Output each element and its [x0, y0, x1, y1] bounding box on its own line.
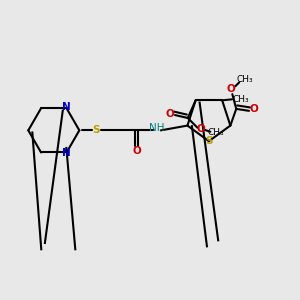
Text: O: O: [250, 104, 258, 114]
Text: CH₃: CH₃: [208, 128, 224, 137]
Text: CH₃: CH₃: [237, 75, 254, 84]
Text: CH₃: CH₃: [232, 95, 249, 104]
Text: O: O: [196, 124, 205, 134]
Text: O: O: [132, 146, 141, 156]
Text: O: O: [166, 109, 175, 118]
Text: N: N: [62, 148, 71, 158]
Text: N: N: [62, 102, 71, 112]
Text: O: O: [227, 84, 236, 94]
Text: NH: NH: [149, 123, 165, 134]
Text: S: S: [92, 125, 100, 135]
Text: S: S: [205, 136, 213, 146]
